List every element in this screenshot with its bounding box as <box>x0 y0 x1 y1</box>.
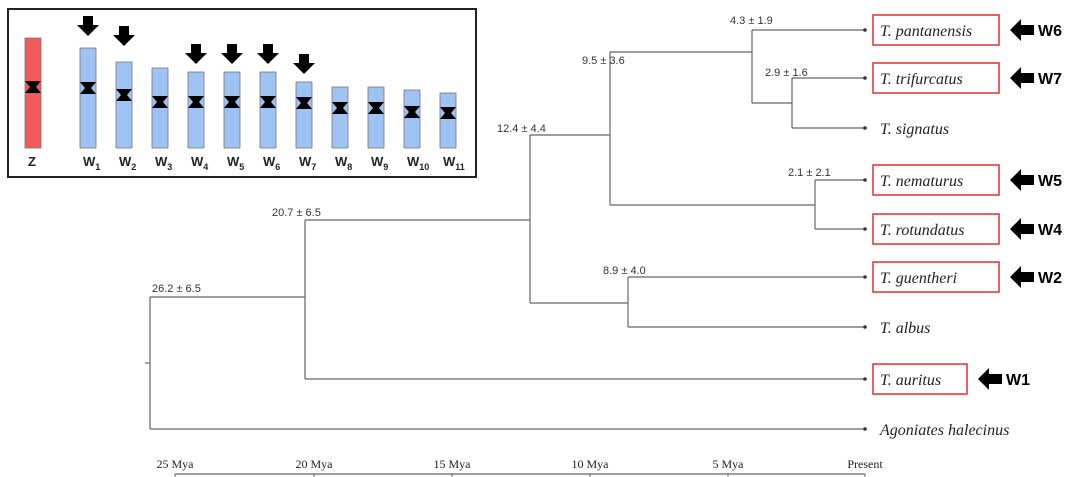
tip-dot <box>863 275 867 279</box>
node-age: 9.5 ± 3.6 <box>582 55 625 67</box>
tip-dot <box>863 178 867 182</box>
chromosome-subscript: 8 <box>347 162 352 172</box>
chromosome <box>404 90 420 148</box>
chromosome-subscript: 4 <box>203 162 208 172</box>
arrow-icon <box>1010 266 1034 288</box>
chromosome-letter: W <box>191 154 204 169</box>
taxon-name: T. auritus <box>880 372 941 389</box>
tip-dot <box>863 227 867 231</box>
chromosome-letter: W <box>119 154 132 169</box>
axis-label: 5 Mya <box>713 457 745 471</box>
chromosome <box>260 72 276 148</box>
w-label: W7 <box>1038 71 1062 88</box>
axis-label: 15 Mya <box>434 457 472 471</box>
node-age: 20.7 ± 6.5 <box>272 207 321 219</box>
chromosome-subscript: 7 <box>311 162 316 172</box>
tip-dot <box>863 126 867 130</box>
chromosome <box>296 82 312 148</box>
chromosome-subscript: 10 <box>419 162 429 172</box>
chromosome-subscript: 11 <box>455 162 465 172</box>
tip-dot <box>863 377 867 381</box>
taxon-name: T. trifurcatus <box>880 71 963 88</box>
chromosome-subscript: 6 <box>275 162 280 172</box>
arrow-icon <box>1010 169 1034 191</box>
chromosome <box>440 93 456 148</box>
taxon-name: Agoniates halecinus <box>879 422 1009 439</box>
chromosome-letter: W <box>443 154 456 169</box>
axis-label: Present <box>847 457 883 471</box>
tip-dot <box>863 427 867 431</box>
axis-label: 20 Mya <box>296 457 334 471</box>
axis-label: 10 Mya <box>572 457 610 471</box>
chromosome-letter: W <box>299 154 312 169</box>
chromosome-letter: W <box>83 154 96 169</box>
tip-dot <box>863 325 867 329</box>
chromosome-letter: Z <box>28 154 36 169</box>
node-age: 12.4 ± 4.4 <box>497 123 546 135</box>
chromosome <box>188 72 204 148</box>
chromosome <box>224 72 240 148</box>
taxon-name: T. nematurus <box>880 173 963 190</box>
chromosome <box>80 48 96 148</box>
chromosome-letter: W <box>335 154 348 169</box>
chromosome-letter: W <box>263 154 276 169</box>
tip-dot <box>863 76 867 80</box>
node-age: 2.9 ± 1.6 <box>765 67 808 79</box>
node-age: 8.9 ± 4.0 <box>603 265 646 277</box>
chromosome-letter: W <box>407 154 420 169</box>
w-label: W4 <box>1038 222 1062 239</box>
axis-label: 25 Mya <box>157 457 195 471</box>
node-age: 2.1 ± 2.1 <box>788 167 831 179</box>
tip-dot <box>863 28 867 32</box>
w-label: W1 <box>1006 372 1030 389</box>
taxon-name: T. guentheri <box>880 270 957 287</box>
arrow-icon <box>1010 19 1034 41</box>
page: ZW1W2W3W4W5W6W7W8W9W10W114.3 ± 1.92.9 ± … <box>0 0 1084 477</box>
w-label: W2 <box>1038 270 1062 287</box>
chromosome-label: Z <box>28 154 36 169</box>
w-label: W5 <box>1038 173 1062 190</box>
chromosome-subscript: 5 <box>239 162 244 172</box>
chromosome-subscript: 2 <box>131 162 136 172</box>
arrow-icon <box>1010 218 1034 240</box>
w-label: W6 <box>1038 23 1062 40</box>
taxon-name: T. albus <box>880 320 930 337</box>
node-age: 26.2 ± 6.5 <box>152 283 201 295</box>
chromosome-subscript: 9 <box>383 162 388 172</box>
node-age: 4.3 ± 1.9 <box>730 15 773 27</box>
chromosome <box>332 87 348 148</box>
taxon-name: T. rotundatus <box>880 222 964 239</box>
chromosome <box>116 62 132 148</box>
taxon-name: T. signatus <box>880 121 949 138</box>
chromosome <box>368 87 384 148</box>
chromosome-letter: W <box>155 154 168 169</box>
chromosome-letter: W <box>371 154 384 169</box>
taxon-name: T. pantanensis <box>880 23 972 40</box>
arrow-icon <box>1010 67 1034 89</box>
chromosome-letter: W <box>227 154 240 169</box>
arrow-icon <box>978 368 1002 390</box>
chromosome-subscript: 1 <box>95 162 100 172</box>
chromosome-subscript: 3 <box>167 162 172 172</box>
